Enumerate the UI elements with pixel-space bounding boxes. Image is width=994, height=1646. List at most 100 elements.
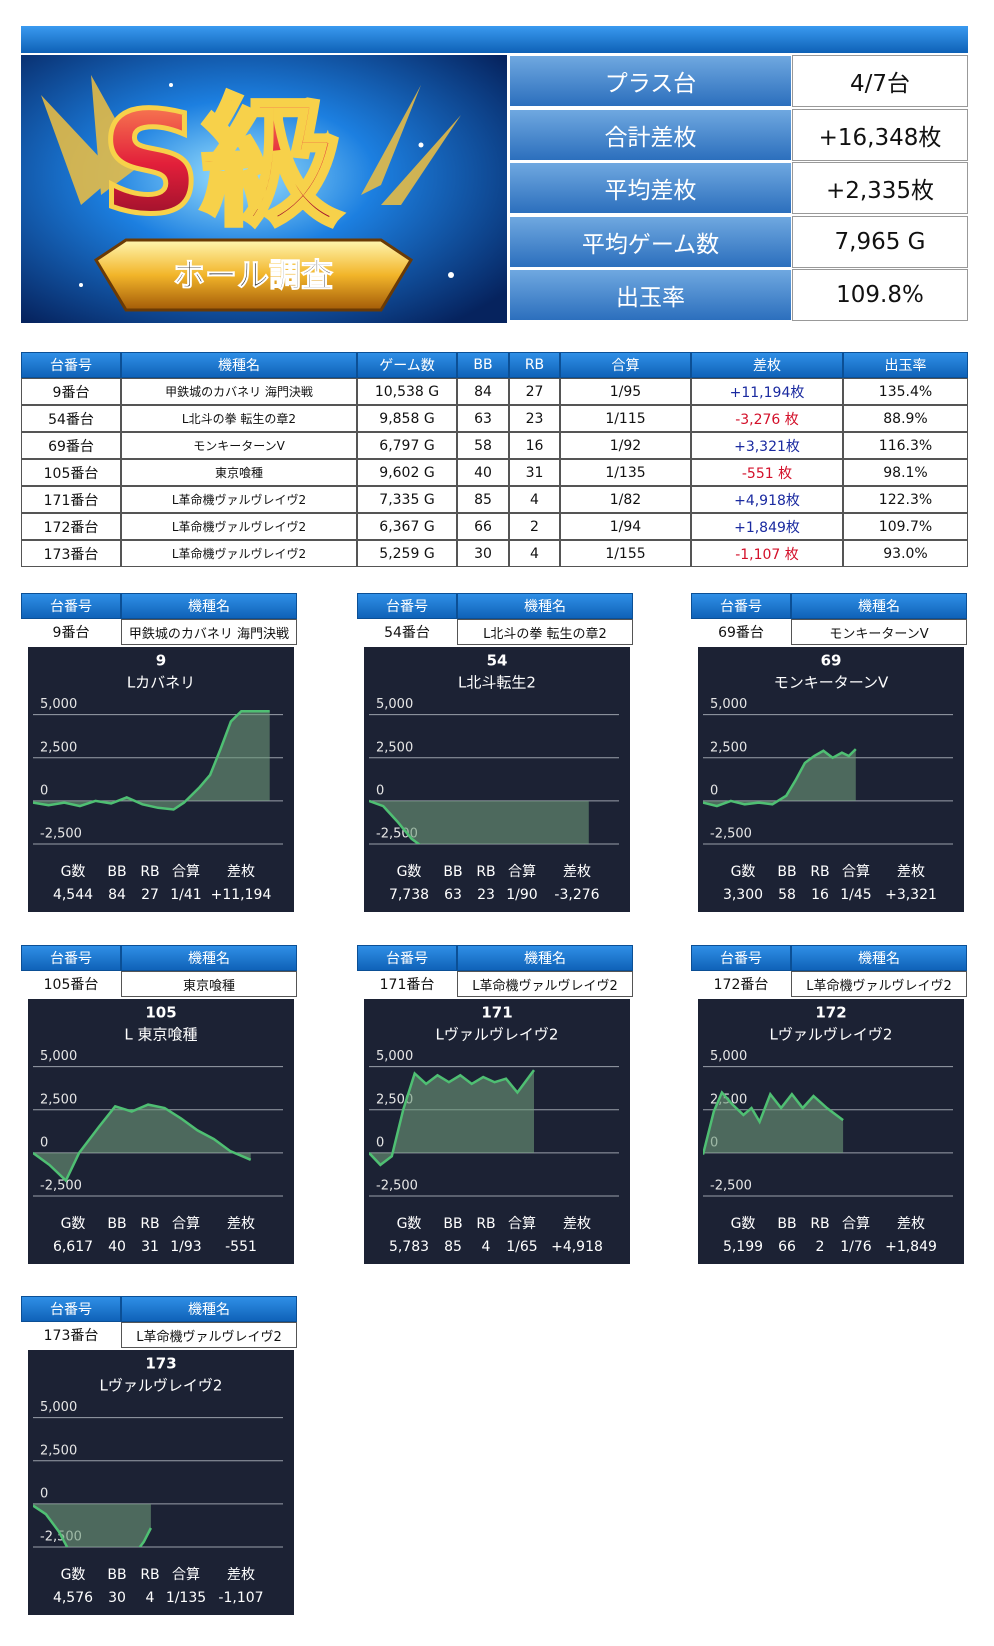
stat-value: 2	[816, 1239, 825, 1255]
table-cell: 9,602 G	[357, 459, 457, 486]
y-tick-label: 0	[40, 783, 48, 798]
stat-value: 16	[811, 887, 829, 903]
table-cell: 63	[457, 405, 509, 432]
stat-label: 差枚	[563, 1216, 591, 1232]
card-number: 105番台	[21, 971, 121, 997]
y-tick-label: 0	[376, 1135, 384, 1150]
stat-label: 合算	[508, 864, 536, 880]
table-cell: +11,194枚	[691, 378, 843, 405]
chart: 69 モンキーターンV 5,000 2,500 0 -2,500 G数 3,300 BB 58 RB…	[698, 647, 964, 912]
card-header: 機種名	[791, 593, 967, 619]
stat-label: BB	[107, 1567, 126, 1583]
stat-value: -1,107	[218, 1590, 263, 1606]
y-tick-label: 2,500	[40, 1092, 77, 1107]
table-cell: 6,797 G	[357, 432, 457, 459]
stat-value: +4,918	[551, 1239, 603, 1255]
stat-value: +1,849	[885, 1239, 937, 1255]
table-cell: L革命機ヴァルヴレイヴ2	[121, 486, 357, 513]
y-tick-label: -2,500	[40, 1179, 82, 1194]
card-name: 東京喰種	[121, 971, 297, 997]
card-number: 69番台	[691, 619, 791, 645]
stat-label: 差枚	[227, 864, 255, 880]
card-header: 台番号	[21, 945, 121, 971]
stat-value: +3,321	[885, 887, 937, 903]
table-cell: 1/155	[560, 540, 691, 567]
table-cell: L北斗の拳 転生の章2	[121, 405, 357, 432]
banner-wings	[41, 75, 461, 205]
table-cell: 66	[457, 513, 509, 540]
card-header: 台番号	[691, 593, 791, 619]
card-header: 機種名	[457, 593, 633, 619]
banner-ribbon	[93, 238, 414, 312]
chart-subtitle: Lヴァルヴレイヴ2	[770, 1026, 893, 1044]
card-number: 173番台	[21, 1322, 121, 1348]
stat-label: G数	[61, 864, 86, 880]
chart-subtitle: Lヴァルヴレイヴ2	[100, 1377, 223, 1395]
table-cell: 135.4%	[843, 378, 968, 405]
y-tick-label: 0	[40, 1486, 48, 1501]
line	[703, 1090, 844, 1155]
card-number: 9番台	[21, 619, 121, 645]
banner-sparkles	[79, 83, 454, 287]
table-cell: 85	[457, 486, 509, 513]
table-cell: 甲鉄城のカバネリ 海門決戦	[121, 378, 357, 405]
table-cell: 40	[457, 459, 509, 486]
table-cell: 2	[509, 513, 560, 540]
stat-value: 4	[482, 1239, 491, 1255]
stat-label: 合算	[508, 1216, 536, 1232]
chart-title: 105	[145, 1004, 176, 1022]
area-fill	[369, 800, 589, 844]
stat-value: 5,199	[723, 1239, 763, 1255]
stat-value: 1/45	[840, 887, 871, 903]
card-name: L革命機ヴァルヴレイヴ2	[457, 971, 633, 997]
line	[33, 1504, 153, 1547]
y-tick-label: 2,500	[710, 740, 747, 755]
table-cell: 93.0%	[843, 540, 968, 567]
card-name: L革命機ヴァルヴレイヴ2	[791, 971, 967, 997]
table-cell: 1/95	[560, 378, 691, 405]
stat-label: RB	[140, 1567, 159, 1583]
card-header: 台番号	[357, 945, 457, 971]
stat-value: 31	[141, 1239, 159, 1255]
table-header: RB	[509, 352, 560, 378]
table-cell: 31	[509, 459, 560, 486]
stat-value: 23	[477, 887, 495, 903]
stat-value: 4	[146, 1590, 155, 1606]
stat-value: 6,617	[53, 1239, 93, 1255]
table-cell: 27	[509, 378, 560, 405]
summary-value: +16,348枚	[792, 108, 968, 161]
table-cell: 171番台	[21, 486, 121, 513]
stat-label: G数	[61, 1216, 86, 1232]
chart: 105 L 東京喰種 5,000 2,500 0 -2,500 G数 6,617 BB 40 RB 3…	[28, 999, 294, 1264]
table-header: 台番号	[21, 352, 121, 378]
card-header: 台番号	[357, 593, 457, 619]
card-header: 台番号	[21, 593, 121, 619]
summary-label: 出玉率	[509, 269, 792, 322]
chart-title: 9	[156, 652, 166, 670]
table-cell: 1/115	[560, 405, 691, 432]
card-header: 機種名	[121, 945, 297, 971]
chart-background	[28, 1350, 294, 1615]
stat-label: BB	[107, 1216, 126, 1232]
stat-value: 66	[778, 1239, 796, 1255]
table-cell: 1/135	[560, 459, 691, 486]
stat-value: 4,544	[53, 887, 93, 903]
stat-value: 40	[108, 1239, 126, 1255]
stat-value: 85	[444, 1239, 462, 1255]
area-fill	[33, 711, 270, 810]
stat-label: 差枚	[897, 864, 925, 880]
table-cell: -551 枚	[691, 459, 843, 486]
table-cell: 54番台	[21, 405, 121, 432]
chart-title: 171	[481, 1004, 512, 1022]
stat-label: RB	[140, 1216, 159, 1232]
table-cell: L革命機ヴァルヴレイヴ2	[121, 540, 357, 567]
card-header: 機種名	[791, 945, 967, 971]
table-cell: 4	[509, 540, 560, 567]
table-cell: 5,259 G	[357, 540, 457, 567]
table-cell: 58	[457, 432, 509, 459]
stat-value: 58	[778, 887, 796, 903]
chart-title: 69	[821, 652, 842, 670]
stat-label: BB	[107, 864, 126, 880]
stat-label: BB	[443, 864, 462, 880]
